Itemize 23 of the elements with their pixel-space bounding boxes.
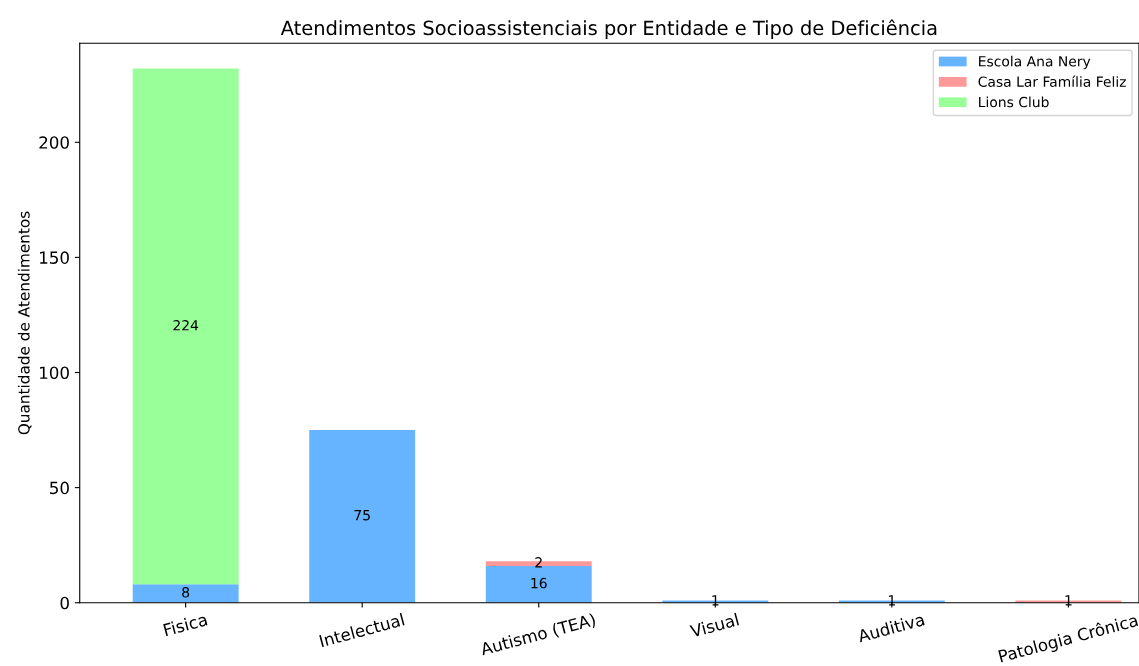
y-axis-title: Quantidade de Atendimentos — [17, 211, 32, 435]
y-tick-label: 50 — [50, 481, 69, 495]
data-label: 75 — [354, 510, 370, 521]
x-tick-label: Auditiva — [856, 612, 925, 643]
y-tick-label: 200 — [39, 136, 69, 149]
chart-title: Atendimentos Socioassistenciais por Entidade e Tipo de Deficiência — [280, 19, 937, 39]
y-tick-label: 0 — [60, 596, 69, 610]
data-label: 8 — [182, 587, 190, 598]
data-label: 2 — [535, 557, 542, 568]
x-tick-label: Fisica — [163, 612, 208, 637]
bar — [309, 430, 416, 603]
y-tick-label: 150 — [40, 251, 69, 264]
data-label: 16 — [531, 577, 547, 589]
legend-label: Casa Lar Família Feliz — [978, 75, 1126, 87]
x-tick-label: Patologia Crônica — [997, 612, 1139, 666]
bar — [132, 584, 239, 603]
x-tick-label: Autismo (TEA) — [479, 612, 597, 658]
bar — [132, 68, 239, 585]
data-label: 224 — [173, 319, 199, 331]
legend-label: Lions Club — [979, 96, 1049, 108]
x-tick-label: Visual — [689, 612, 740, 638]
y-tick-label: 100 — [40, 366, 69, 380]
legend-label: Escola Ana Nery — [979, 55, 1091, 70]
